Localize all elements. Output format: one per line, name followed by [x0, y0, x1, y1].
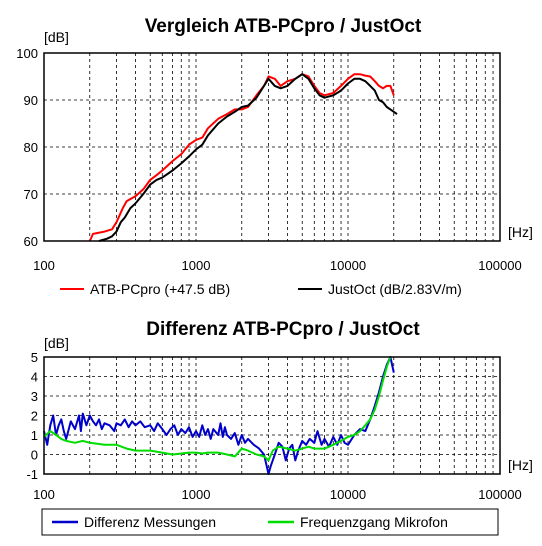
y-tick-label: 80 [24, 140, 38, 155]
x-tick-label: 1000 [182, 487, 211, 502]
x-tick-label: 100000 [478, 487, 521, 502]
difference-x-unit: [Hz] [508, 457, 533, 473]
comparison-chart-title: Vergleich ATB-PCpro / JustOct [145, 16, 422, 37]
legend-label-mikrofon: Frequenzgang Mikrofon [300, 514, 448, 530]
x-tick-label: 100000 [478, 258, 521, 273]
series-line [98, 73, 398, 242]
comparison-series [88, 73, 398, 242]
y-tick-label: 70 [24, 187, 38, 202]
difference-y-unit: [dB] [44, 335, 69, 351]
y-tick-label: 5 [31, 350, 38, 365]
y-tick-label: 90 [24, 93, 38, 108]
comparison-plot-frame [43, 52, 501, 242]
y-tick-label: 60 [24, 234, 38, 249]
x-tick-label: 1000 [182, 258, 211, 273]
x-tick-label: 10000 [330, 487, 366, 502]
comparison-x-unit: [Hz] [508, 224, 533, 240]
legend-label-atb: ATB-PCpro (+47.5 dB) [90, 281, 230, 297]
y-tick-label: -1 [26, 467, 38, 482]
series-line [43, 356, 395, 475]
legend-label-differenz: Differenz Messungen [84, 514, 216, 530]
comparison-grid [44, 53, 500, 241]
comparison-legend: ATB-PCpro (+47.5 dB) JustOct (dB/2.83V/m… [60, 281, 462, 297]
difference-grid [44, 357, 500, 474]
y-tick-label: 1 [31, 428, 38, 443]
x-tick-label: 10000 [330, 258, 366, 273]
difference-y-ticks: -1 0 1 2 3 4 5 [26, 350, 38, 482]
comparison-chart: Vergleich ATB-PCpro / JustOct [dB] [Hz] … [16, 16, 533, 273]
y-tick-label: 100 [16, 46, 38, 61]
comparison-y-unit: [dB] [44, 29, 69, 45]
difference-chart-title: Differenz ATB-PCpro / JustOct [146, 319, 420, 340]
difference-chart: Differenz ATB-PCpro / JustOct [dB] [Hz] … [26, 319, 532, 502]
y-tick-label: 4 [31, 370, 38, 385]
comparison-x-ticks: 100 1000 10000 100000 [33, 258, 522, 273]
difference-plot-frame [43, 356, 501, 475]
x-tick-label: 100 [33, 487, 55, 502]
legend-label-justoct: JustOct (dB/2.83V/m) [328, 281, 462, 297]
difference-series [43, 356, 395, 475]
difference-legend: Differenz Messungen Frequenzgang Mikrofo… [41, 508, 499, 536]
series-line [43, 356, 392, 462]
comparison-y-ticks: 60 70 80 90 100 [16, 46, 38, 249]
y-tick-label: 3 [31, 389, 38, 404]
y-tick-label: 0 [31, 448, 38, 463]
y-tick-label: 2 [31, 409, 38, 424]
difference-x-ticks: 100 1000 10000 100000 [33, 487, 522, 502]
x-tick-label: 100 [33, 258, 55, 273]
